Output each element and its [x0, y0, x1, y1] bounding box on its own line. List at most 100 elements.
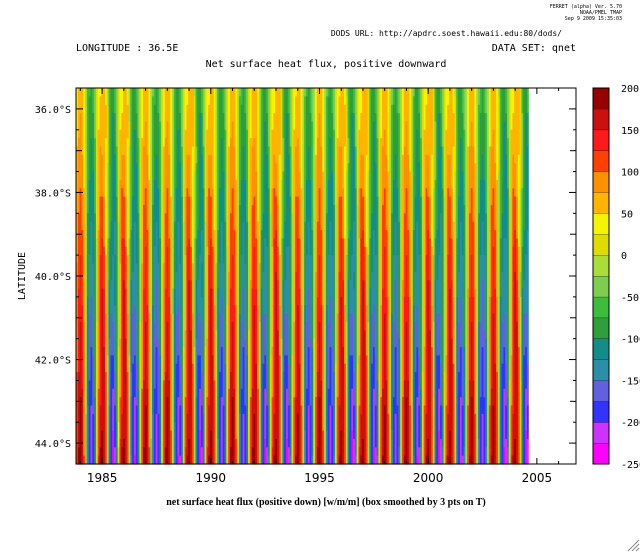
- heatmap-cell: [246, 280, 249, 290]
- heatmap-cell: [257, 171, 260, 181]
- heatmap-cell: [175, 196, 179, 206]
- heatmap-cell: [103, 405, 106, 415]
- heatmap-cell: [273, 88, 276, 97]
- heatmap-cell: [130, 163, 133, 173]
- heatmap-cell: [186, 171, 189, 181]
- heatmap-cell: [188, 113, 191, 123]
- heatmap-cell: [164, 355, 168, 365]
- heatmap-cell: [150, 405, 153, 415]
- heatmap-cell: [173, 221, 177, 231]
- heatmap-cell: [215, 213, 218, 223]
- heatmap-cell: [85, 338, 88, 348]
- heatmap-cell: [117, 163, 121, 173]
- heatmap-cell: [211, 121, 215, 131]
- heatmap-cell: [211, 188, 215, 198]
- heatmap-cell: [229, 338, 233, 348]
- heatmap-cell: [161, 372, 164, 382]
- heatmap-cell: [229, 321, 233, 331]
- heatmap-cell: [242, 146, 246, 156]
- heatmap-cell: [132, 355, 135, 365]
- heatmap-cell: [193, 246, 197, 256]
- heatmap-cell: [112, 455, 115, 465]
- heatmap-cell: [173, 263, 177, 273]
- heatmap-cell: [143, 321, 146, 331]
- heatmap-cell: [211, 447, 215, 457]
- heatmap-cell: [273, 330, 276, 340]
- heatmap-cell: [235, 96, 238, 106]
- heatmap-cell: [123, 280, 126, 290]
- heatmap-cell: [258, 204, 262, 214]
- heatmap-cell: [217, 263, 220, 273]
- heatmap-cell: [208, 129, 211, 139]
- heatmap-cell: [88, 263, 92, 273]
- heatmap-cell: [81, 238, 84, 248]
- heatmap-cell: [86, 422, 90, 432]
- heatmap-cell: [99, 405, 102, 415]
- heatmap-cell: [164, 154, 168, 164]
- heatmap-cell: [224, 380, 227, 390]
- heatmap-cell: [177, 129, 180, 139]
- heatmap-cell: [204, 171, 207, 181]
- heatmap-cell: [103, 113, 106, 123]
- heatmap-cell: [231, 138, 235, 148]
- heatmap-cell: [112, 372, 115, 382]
- heatmap-cell: [114, 288, 117, 298]
- heatmap-cell: [121, 129, 124, 139]
- heatmap-cell: [115, 246, 119, 256]
- heatmap-cell: [188, 438, 191, 448]
- heatmap-cell: [211, 388, 215, 398]
- heatmap-cell: [215, 129, 218, 139]
- heatmap-cell: [146, 296, 150, 306]
- heatmap-cell: [106, 113, 110, 123]
- heatmap-cell: [95, 405, 99, 415]
- heatmap-cell: [79, 447, 83, 457]
- heatmap-cell: [228, 129, 231, 139]
- heatmap-cell: [95, 288, 99, 298]
- heatmap-cell: [257, 430, 260, 440]
- heatmap-cell: [177, 413, 180, 423]
- heatmap-cell: [119, 104, 122, 114]
- heatmap-cell: [137, 129, 140, 139]
- heatmap-cell: [161, 296, 164, 306]
- heatmap-cell: [242, 447, 246, 457]
- heatmap-cell: [94, 104, 97, 114]
- heatmap-cell: [269, 405, 273, 415]
- heatmap-cell: [226, 213, 229, 223]
- heatmap-cell: [260, 430, 264, 440]
- heatmap-cell: [211, 313, 215, 323]
- heatmap-cell: [275, 154, 278, 164]
- heatmap-cell: [152, 146, 155, 156]
- heatmap-cell: [184, 113, 188, 123]
- heatmap-cell: [139, 296, 142, 306]
- heatmap-cell: [123, 313, 126, 323]
- heatmap-cell: [264, 204, 267, 214]
- heatmap-cell: [76, 363, 79, 373]
- heatmap-cell: [143, 154, 146, 164]
- heatmap-cell: [200, 255, 204, 265]
- heatmap-cell: [206, 422, 209, 432]
- heatmap-cell: [101, 221, 104, 231]
- heatmap-cell: [181, 96, 184, 106]
- heatmap-cell: [242, 129, 246, 139]
- heatmap-cell: [269, 372, 273, 382]
- heatmap-cell: [97, 422, 101, 432]
- heatmap-cell: [177, 330, 180, 340]
- heatmap-cell: [262, 305, 265, 315]
- heatmap-cell: [135, 363, 139, 373]
- heatmap-cell: [267, 246, 271, 256]
- heatmap-cell: [155, 430, 159, 440]
- heatmap-cell: [260, 129, 264, 139]
- heatmap-cell: [186, 221, 189, 231]
- heatmap-cell: [170, 171, 173, 181]
- heatmap-cell: [253, 129, 256, 139]
- heatmap-cell: [267, 146, 271, 156]
- heatmap-cell: [153, 372, 157, 382]
- heatmap-cell: [257, 338, 260, 348]
- heatmap-cell: [130, 88, 133, 97]
- heatmap-cell: [114, 397, 117, 407]
- heatmap-cell: [117, 171, 121, 181]
- heatmap-cell: [217, 154, 220, 164]
- heatmap-cell: [76, 138, 79, 148]
- heatmap-cell: [141, 363, 144, 373]
- heatmap-cell: [171, 363, 175, 373]
